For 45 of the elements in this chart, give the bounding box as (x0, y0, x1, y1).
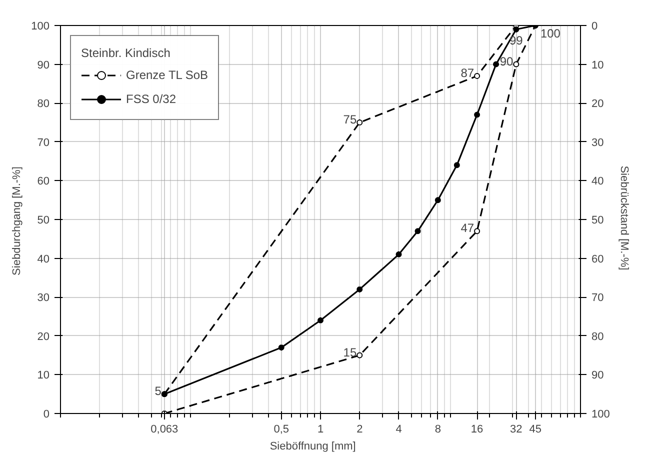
y2-tick-label: 10 (592, 59, 604, 72)
y2-tick-label: 20 (592, 98, 604, 110)
y-tick-label: 70 (37, 136, 50, 149)
x-tick-label: 45 (529, 424, 542, 436)
y2-tick-label: 30 (592, 136, 604, 149)
y-tick-label: 60 (37, 176, 50, 188)
annotation: 90 (500, 54, 514, 68)
y2-tick-label: 70 (592, 292, 604, 304)
y2-tick-label: 90 (592, 370, 604, 382)
y-tick-label: 20 (37, 330, 50, 343)
y-axis-title: Siebdurchgang [M.-%] (11, 166, 24, 276)
x-tick-label: 0,063 (150, 424, 178, 436)
annotation: 75 (343, 112, 357, 126)
annotation: 87 (460, 66, 474, 80)
x-axis-title: Sieböffnung [mm] (270, 440, 356, 452)
y-tick-label: 100 (31, 20, 50, 32)
annotation: 100 (540, 26, 561, 40)
x-tick-label: 16 (470, 424, 484, 436)
y2-tick-label: 0 (592, 20, 598, 32)
y2-axis-title: Siebrückstand [M.-%] (618, 166, 630, 270)
x-tick-label: 32 (510, 424, 522, 436)
y-tick-label: 10 (37, 370, 50, 382)
legend-title: Steinbr. Kindisch (81, 46, 172, 60)
y-tick-label: 80 (37, 98, 50, 110)
x-tick-label: 0,5 (274, 424, 290, 436)
annotation: 99 (509, 33, 524, 48)
y-tick-label: 50 (37, 214, 50, 226)
x-tick-label: 1 (317, 424, 324, 436)
x-tick-label: 8 (434, 424, 441, 436)
annotation: 5 (154, 384, 162, 398)
y-tick-label: 30 (37, 292, 50, 304)
y2-tick-label: 100 (592, 408, 610, 420)
y2-tick-label: 80 (592, 330, 604, 343)
y-tick-label: 40 (37, 253, 50, 266)
legend-label: Grenze TL SoB (126, 68, 208, 82)
y2-tick-label: 50 (592, 214, 604, 226)
x-tick-label: 4 (396, 424, 402, 436)
annotation: 47 (460, 221, 474, 236)
y-tick-label: 90 (37, 59, 50, 72)
annotation: 15 (343, 345, 357, 360)
legend-label: FSS 0/32 (126, 92, 176, 106)
x-tick-label: 2 (356, 424, 363, 436)
y2-tick-label: 60 (592, 253, 604, 266)
y2-tick-label: 40 (592, 176, 604, 188)
y-tick-label: 0 (43, 408, 50, 420)
